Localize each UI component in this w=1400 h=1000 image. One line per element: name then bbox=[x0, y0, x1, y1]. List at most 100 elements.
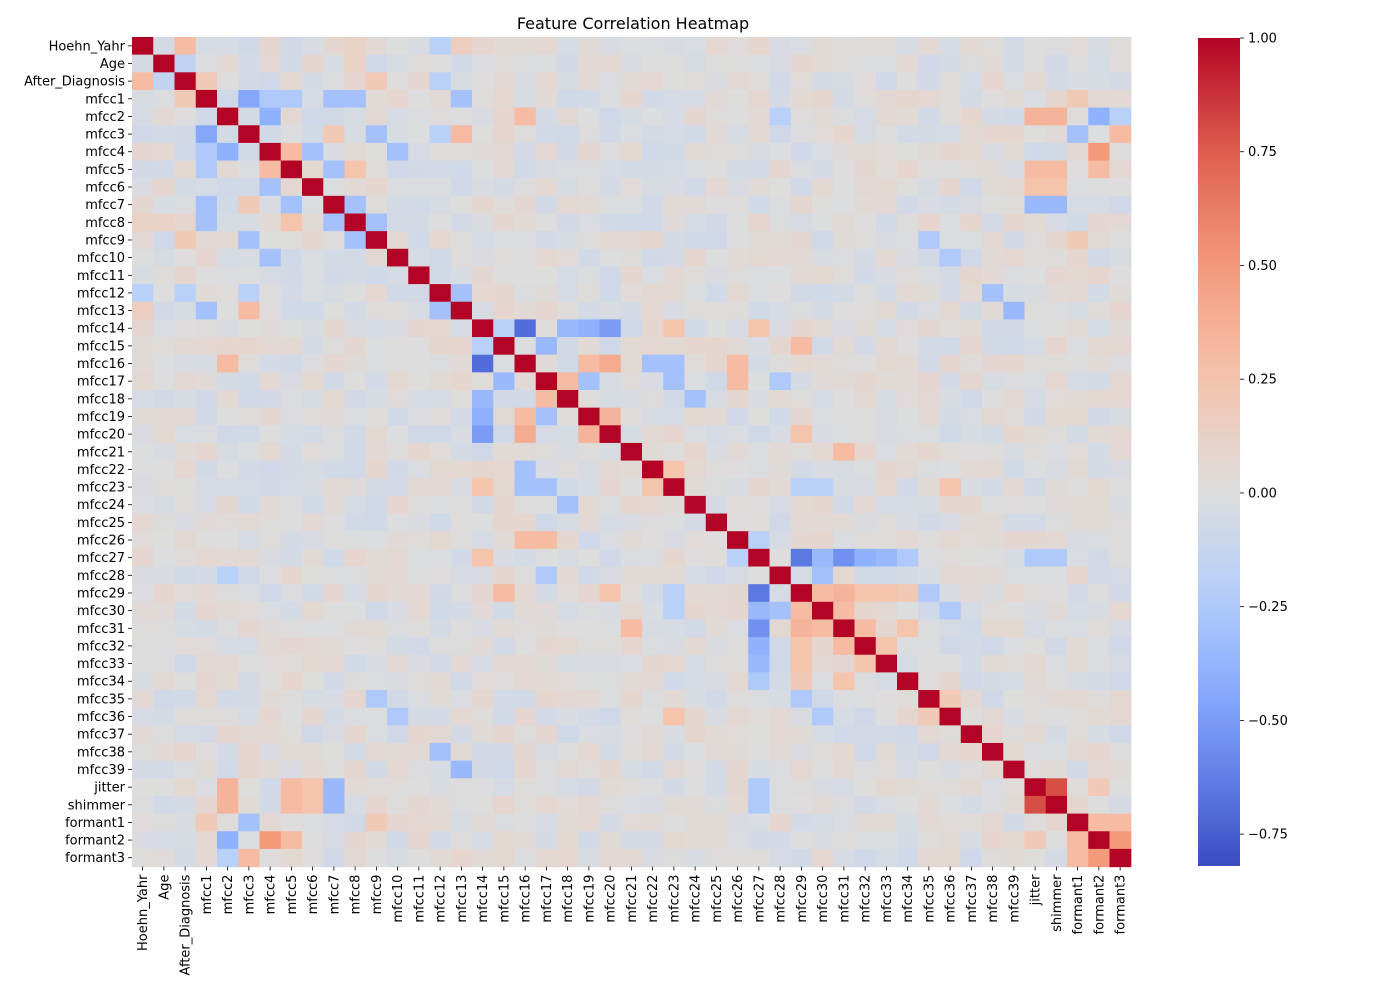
heatmap-cell bbox=[854, 284, 877, 303]
heatmap-cell bbox=[727, 372, 749, 391]
heatmap-cell bbox=[174, 319, 197, 338]
colorbar-tick-label: 0.25 bbox=[1248, 373, 1277, 388]
heatmap-cell bbox=[450, 178, 473, 197]
heatmap-cell bbox=[620, 707, 643, 726]
heatmap-cell bbox=[514, 425, 537, 444]
heatmap-cell bbox=[875, 337, 898, 356]
heatmap-cell bbox=[578, 248, 601, 268]
heatmap-cell bbox=[812, 407, 834, 426]
heatmap-cell bbox=[344, 531, 367, 550]
heatmap-cell bbox=[429, 195, 452, 215]
heatmap-cell bbox=[769, 319, 792, 338]
heatmap-cell bbox=[238, 231, 261, 250]
heatmap-cell bbox=[578, 407, 601, 426]
heatmap-cell bbox=[238, 531, 261, 550]
heatmap-cell bbox=[599, 248, 622, 268]
heatmap-cell bbox=[259, 160, 282, 179]
heatmap-cell bbox=[387, 848, 409, 868]
heatmap-cell bbox=[684, 337, 707, 356]
heatmap-cell bbox=[472, 548, 494, 568]
heatmap-cell bbox=[727, 707, 749, 726]
heatmap-cell bbox=[663, 37, 686, 56]
heatmap-cell bbox=[153, 407, 176, 426]
heatmap-cell bbox=[769, 89, 792, 109]
heatmap-cell bbox=[833, 301, 856, 320]
heatmap-cell bbox=[769, 778, 792, 797]
heatmap-cell bbox=[620, 654, 643, 673]
heatmap-cell bbox=[535, 248, 558, 268]
heatmap-cell bbox=[323, 778, 346, 797]
heatmap-cell bbox=[833, 372, 856, 391]
heatmap-cell bbox=[663, 531, 686, 550]
heatmap-cell bbox=[854, 390, 877, 409]
heatmap-cell bbox=[174, 54, 197, 73]
heatmap-cell bbox=[833, 390, 856, 409]
heatmap-cell bbox=[875, 672, 898, 691]
heatmap-cell bbox=[578, 848, 601, 868]
heatmap-cell bbox=[429, 813, 452, 832]
heatmap-cell bbox=[1088, 795, 1111, 815]
heatmap-cell bbox=[174, 266, 197, 285]
heatmap-cell bbox=[1003, 89, 1026, 109]
heatmap-cell bbox=[982, 460, 1004, 479]
heatmap-cell bbox=[408, 160, 431, 179]
heatmap-cell bbox=[238, 425, 261, 444]
heatmap-cell bbox=[599, 707, 622, 726]
heatmap-cell bbox=[132, 372, 154, 391]
heatmap-cell bbox=[535, 743, 558, 762]
heatmap-cell bbox=[1067, 354, 1089, 373]
heatmap-cell bbox=[365, 513, 388, 532]
heatmap-cell bbox=[599, 178, 622, 197]
heatmap-cell bbox=[599, 125, 622, 144]
heatmap-cell bbox=[472, 178, 494, 197]
heatmap-cell bbox=[302, 707, 324, 726]
heatmap-cell bbox=[918, 795, 941, 815]
heatmap-cell bbox=[982, 213, 1004, 232]
heatmap-cell bbox=[450, 319, 473, 338]
y-tick-label: mfcc28 bbox=[77, 569, 125, 584]
heatmap-cell bbox=[1024, 231, 1047, 250]
heatmap-cell bbox=[833, 637, 856, 656]
heatmap-cell bbox=[217, 37, 239, 56]
heatmap-cell bbox=[323, 566, 346, 585]
heatmap-cell bbox=[323, 213, 346, 232]
x-tick-label: formant2 bbox=[1092, 875, 1107, 935]
heatmap-cell bbox=[450, 460, 473, 479]
heatmap-cell bbox=[875, 319, 898, 338]
heatmap-cell bbox=[1067, 231, 1089, 250]
heatmap-cell bbox=[429, 672, 452, 691]
heatmap-cells bbox=[132, 37, 1132, 868]
heatmap-cell bbox=[217, 354, 239, 373]
heatmap-cell bbox=[875, 813, 898, 832]
heatmap-cell bbox=[918, 37, 941, 56]
heatmap-cell bbox=[365, 390, 388, 409]
heatmap-cell bbox=[323, 178, 346, 197]
heatmap-cell bbox=[960, 778, 983, 797]
heatmap-cell bbox=[450, 672, 473, 691]
heatmap-cell bbox=[323, 390, 346, 409]
heatmap-cell bbox=[790, 672, 813, 691]
heatmap-cell bbox=[982, 637, 1004, 656]
heatmap-cell bbox=[982, 584, 1004, 603]
y-tick-label: mfcc11 bbox=[77, 269, 125, 284]
heatmap-cell bbox=[599, 337, 622, 356]
heatmap-cell bbox=[1109, 37, 1132, 56]
heatmap-cell bbox=[769, 107, 792, 126]
heatmap-cell bbox=[1067, 72, 1089, 91]
heatmap-cell bbox=[450, 425, 473, 444]
heatmap-cell bbox=[812, 531, 834, 550]
heatmap-cell bbox=[939, 72, 962, 91]
heatmap-cell bbox=[1109, 795, 1132, 815]
heatmap-cell bbox=[1088, 319, 1111, 338]
heatmap-cell bbox=[812, 795, 834, 815]
heatmap-cell bbox=[195, 478, 218, 497]
heatmap-cell bbox=[514, 743, 537, 762]
heatmap-cell bbox=[472, 566, 494, 585]
heatmap-cell bbox=[1003, 654, 1026, 673]
heatmap-cell bbox=[535, 531, 558, 550]
y-tick-labels: Hoehn_YahrAgeAfter_Diagnosismfcc1mfcc2mf… bbox=[24, 39, 132, 866]
heatmap-cell bbox=[833, 284, 856, 303]
heatmap-cell bbox=[769, 142, 792, 162]
x-tick-label: Hoehn_Yahr bbox=[136, 874, 151, 951]
heatmap-cell bbox=[1024, 778, 1047, 797]
